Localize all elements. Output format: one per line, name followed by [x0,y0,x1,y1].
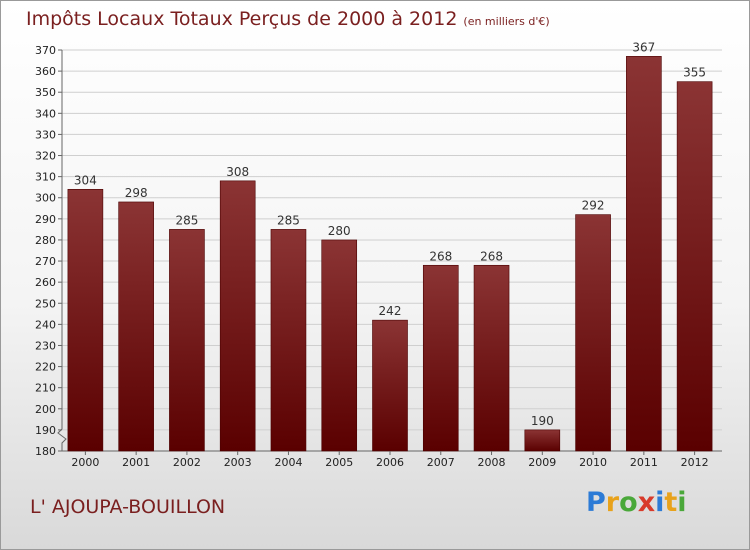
data-label: 280 [328,224,351,238]
x-tick-label: 2009 [528,456,556,469]
bar [219,180,256,452]
x-tick-label: 2012 [681,456,709,469]
x-tick-label: 2011 [630,456,658,469]
data-label: 367 [632,40,655,54]
y-tick-label: 370 [35,44,56,57]
logo-letter: i [677,487,687,518]
data-label: 242 [379,304,402,318]
y-tick-label: 260 [35,276,56,289]
bar [422,264,459,452]
y-tick-label: 340 [35,107,56,120]
bar [270,229,307,452]
chart-subtitle: (en milliers d'€) [463,15,550,28]
data-label: 308 [226,165,249,179]
data-label: 285 [175,213,198,227]
y-tick-label: 310 [35,171,56,184]
bar [372,319,408,452]
y-tick-label: 350 [35,86,56,99]
x-tick-label: 2007 [427,456,455,469]
y-tick-label: 330 [35,128,56,141]
data-label: 355 [683,66,706,80]
data-label: 268 [480,249,503,263]
x-tick-label: 2010 [579,456,607,469]
logo-letter: o [619,487,638,518]
bar [67,188,104,452]
bar [321,239,358,452]
logo-letter: x [637,487,656,518]
bar [169,229,205,452]
bar [118,201,154,452]
data-label: 298 [125,186,148,200]
data-label: 292 [582,199,605,213]
x-tick-label: 2003 [224,456,252,469]
y-tick-label: 240 [35,318,56,331]
y-tick-label: 280 [35,234,56,247]
logo-letter: i [655,487,665,518]
chart-title: Impôts Locaux Totaux Perçus de 2000 à 20… [26,8,550,30]
chart-title-text: Impôts Locaux Totaux Perçus de 2000 à 20… [26,8,458,30]
y-tick-label: 270 [35,255,56,268]
y-tick-label: 200 [35,403,56,416]
x-tick-label: 2002 [173,456,201,469]
x-tick-label: 2008 [478,456,506,469]
x-tick-label: 2004 [274,456,302,469]
y-tick-label: 320 [35,150,56,163]
data-label: 268 [429,249,452,263]
y-tick-label: 250 [35,297,56,310]
bar [676,81,713,452]
bar [575,214,611,452]
logo-letter: t [664,487,678,518]
x-tick-label: 2000 [71,456,99,469]
data-label: 285 [277,213,300,227]
bar [524,429,561,452]
y-axis-line [57,50,67,451]
data-label: 304 [74,173,97,187]
bar [626,56,662,452]
data-label: 190 [531,414,554,428]
y-tick-label: 190 [35,424,56,437]
logo-letter: P [586,487,606,518]
x-tick-label: 2001 [122,456,150,469]
x-tick-label: 2005 [325,456,353,469]
commune-name: L' AJOUPA-BOUILLON [30,496,226,518]
y-tick-label: 290 [35,213,56,226]
y-tick-label: 180 [35,445,56,458]
proxiti-logo: Proxiti [586,487,687,518]
logo-letter: r [605,487,620,518]
y-tick-label: 300 [35,192,56,205]
y-tick-label: 210 [35,382,56,395]
y-tick-label: 220 [35,361,56,374]
y-tick-label: 230 [35,339,56,352]
x-tick-label: 2006 [376,456,404,469]
y-tick-label: 360 [35,65,56,78]
bar [473,264,510,452]
